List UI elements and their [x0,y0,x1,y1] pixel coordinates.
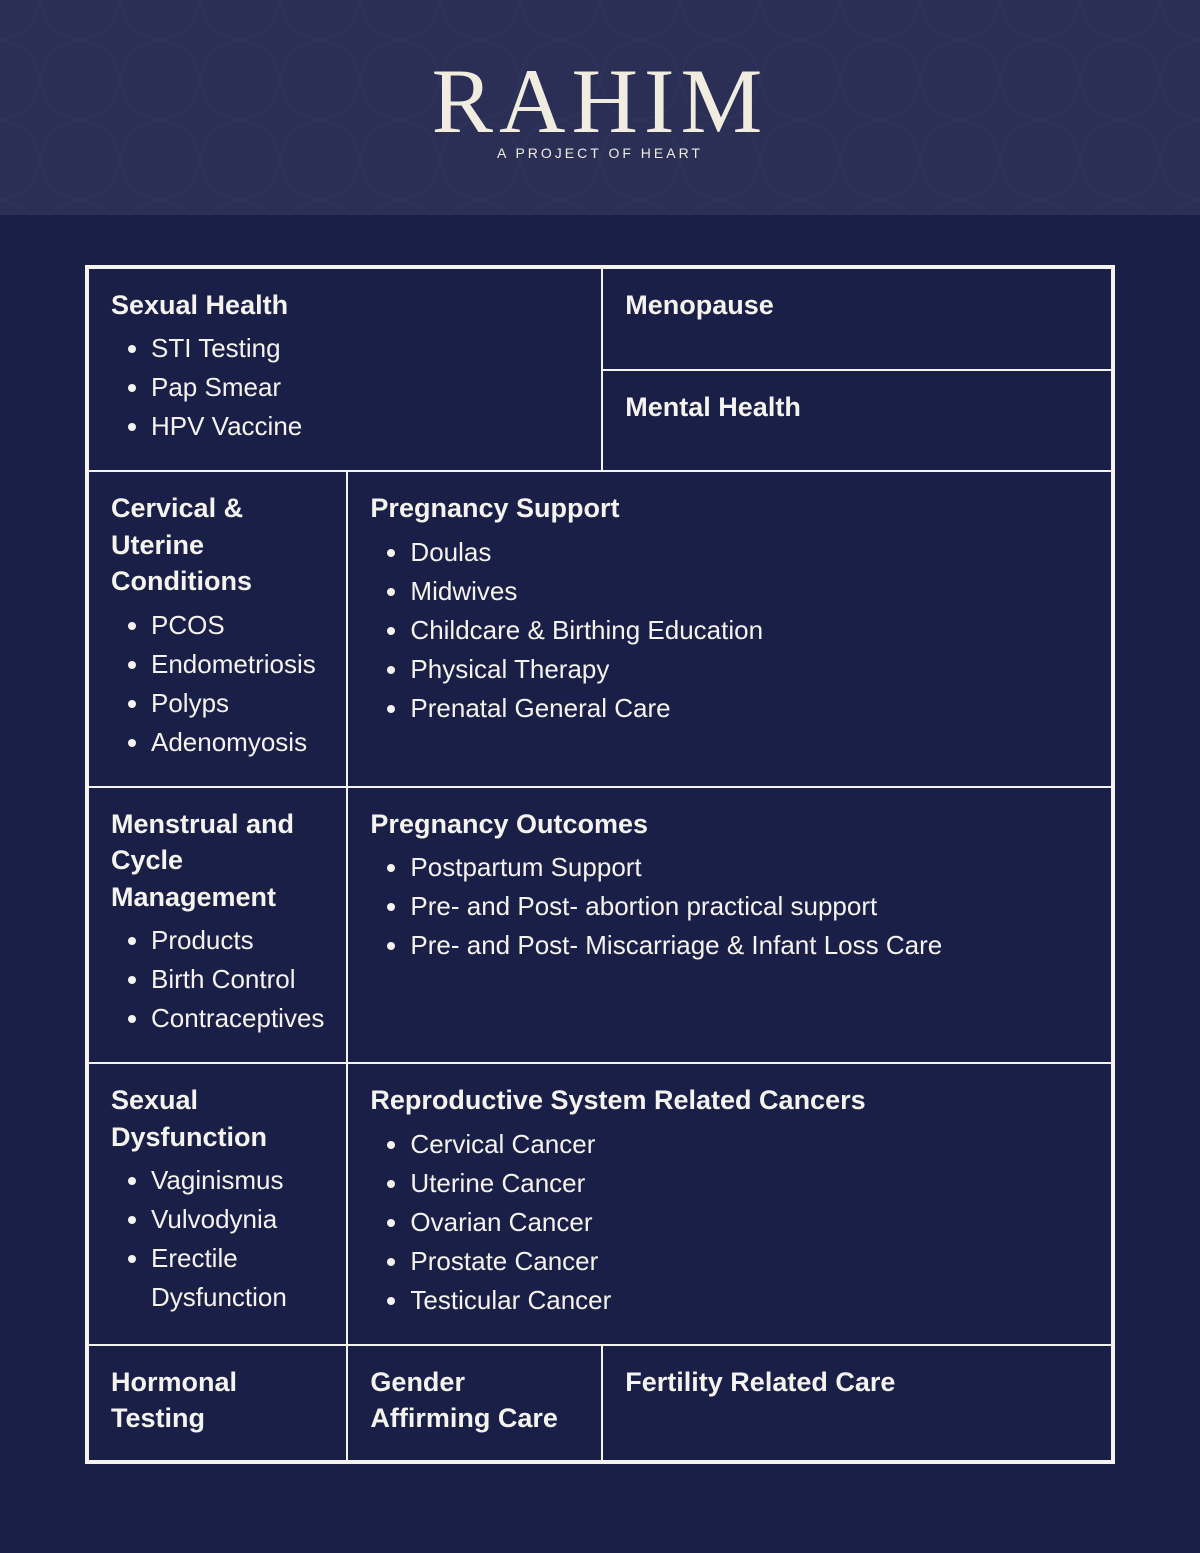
cell-menopause: Menopause [602,268,1112,370]
cell-reproductive-cancers: Reproductive System Related Cancers Cerv… [347,1063,1112,1344]
cell-list: Doulas Midwives Childcare & Birthing Edu… [370,533,1089,728]
cell-list: Cervical Cancer Uterine Cancer Ovarian C… [370,1125,1089,1320]
list-item: Birth Control [151,960,324,999]
cell-pregnancy-outcomes: Pregnancy Outcomes Postpartum Support Pr… [347,787,1112,1063]
categories-grid: Sexual Health STI Testing Pap Smear HPV … [85,265,1115,1464]
cell-mental-health: Mental Health [602,370,1112,472]
cell-title: Fertility Related Care [625,1364,1089,1400]
header-band: RAHIM A PROJECT OF HEART [0,0,1200,215]
cell-title: Menopause [625,287,1089,323]
list-item: Adenomyosis [151,723,324,762]
list-item: Polyps [151,684,324,723]
cell-menstrual-cycle: Menstrual and Cycle Management Products … [88,787,347,1063]
cell-list: PCOS Endometriosis Polyps Adenomyosis [111,606,324,762]
cell-title: Cervical & Uterine Conditions [111,490,324,599]
logo: RAHIM A PROJECT OF HEART [432,55,769,161]
list-item: Uterine Cancer [410,1164,1089,1203]
list-item: Postpartum Support [410,848,1089,887]
list-item: PCOS [151,606,324,645]
cell-title: Hormonal Testing [111,1364,324,1437]
logo-text: RAHIM [432,55,769,147]
content-area: Sexual Health STI Testing Pap Smear HPV … [0,215,1200,1524]
list-item: Vaginismus [151,1161,324,1200]
list-item: Ovarian Cancer [410,1203,1089,1242]
list-item: Pre- and Post- Miscarriage & Infant Loss… [410,926,1089,965]
list-item: Products [151,921,324,960]
list-item: Endometriosis [151,645,324,684]
list-item: STI Testing [151,329,579,368]
list-item: HPV Vaccine [151,407,579,446]
cell-title: Gender Affirming Care [370,1364,579,1437]
cell-gender-affirming: Gender Affirming Care [347,1345,602,1462]
cell-pregnancy-support: Pregnancy Support Doulas Midwives Childc… [347,471,1112,786]
cell-sexual-health: Sexual Health STI Testing Pap Smear HPV … [88,268,602,471]
cell-title: Pregnancy Support [370,490,1089,526]
cell-list: Products Birth Control Contraceptives [111,921,324,1038]
list-item: Prostate Cancer [410,1242,1089,1281]
list-item: Vulvodynia [151,1200,324,1239]
cell-cervical-uterine: Cervical & Uterine Conditions PCOS Endom… [88,471,347,786]
list-item: Pap Smear [151,368,579,407]
list-item: Doulas [410,533,1089,572]
list-item: Prenatal General Care [410,689,1089,728]
cell-title: Sexual Dysfunction [111,1082,324,1155]
list-item: Physical Therapy [410,650,1089,689]
cell-title: Mental Health [625,389,1089,425]
cell-sexual-dysfunction: Sexual Dysfunction Vaginismus Vulvodynia… [88,1063,347,1344]
cell-list: Vaginismus Vulvodynia Erectile Dysfuncti… [111,1161,324,1317]
cell-title: Sexual Health [111,287,579,323]
cell-title: Reproductive System Related Cancers [370,1082,1089,1118]
cell-list: STI Testing Pap Smear HPV Vaccine [111,329,579,446]
list-item: Contraceptives [151,999,324,1038]
cell-title: Menstrual and Cycle Management [111,806,324,915]
cell-fertility-care: Fertility Related Care [602,1345,1112,1462]
list-item: Midwives [410,572,1089,611]
list-item: Childcare & Birthing Education [410,611,1089,650]
list-item: Testicular Cancer [410,1281,1089,1320]
cell-hormonal-testing: Hormonal Testing [88,1345,347,1462]
list-item: Erectile Dysfunction [151,1239,324,1317]
cell-title: Pregnancy Outcomes [370,806,1089,842]
list-item: Pre- and Post- abortion practical suppor… [410,887,1089,926]
list-item: Cervical Cancer [410,1125,1089,1164]
cell-list: Postpartum Support Pre- and Post- aborti… [370,848,1089,965]
